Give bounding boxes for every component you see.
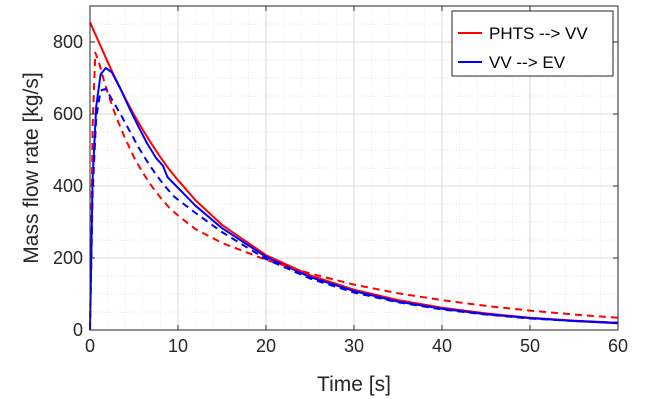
x-tick-label: 0 [85, 336, 95, 356]
y-tick-label: 400 [53, 176, 83, 196]
legend-label-vv-ev: VV --> EV [489, 53, 566, 72]
series-line-blue-solid [89, 66, 619, 331]
x-tick-label: 50 [520, 336, 540, 356]
y-tick-label: 200 [53, 248, 83, 268]
series-layer [89, 21, 619, 331]
x-tick-label: 30 [344, 336, 364, 356]
y-tick-label: 0 [73, 320, 83, 340]
legend-label-phts-vv: PHTS --> VV [489, 24, 588, 43]
x-tick-label: 20 [256, 336, 276, 356]
x-tick-label: 60 [608, 336, 628, 356]
x-tick-label: 10 [168, 336, 188, 356]
legend-box [451, 10, 614, 77]
legend: PHTS --> VV VV --> EV [451, 10, 614, 77]
ticks [89, 6, 619, 331]
y-axis-label: Mass flow rate [kg/s] [20, 72, 43, 263]
series-line-blue-dashed [89, 87, 619, 331]
y-tick-label: 600 [53, 104, 83, 124]
y-tick-label: 800 [53, 32, 83, 52]
x-axis-label: Time [s] [317, 373, 391, 396]
series-line-red-dashed [89, 51, 619, 331]
grid [89, 5, 619, 331]
x-tick-label: 40 [432, 336, 452, 356]
